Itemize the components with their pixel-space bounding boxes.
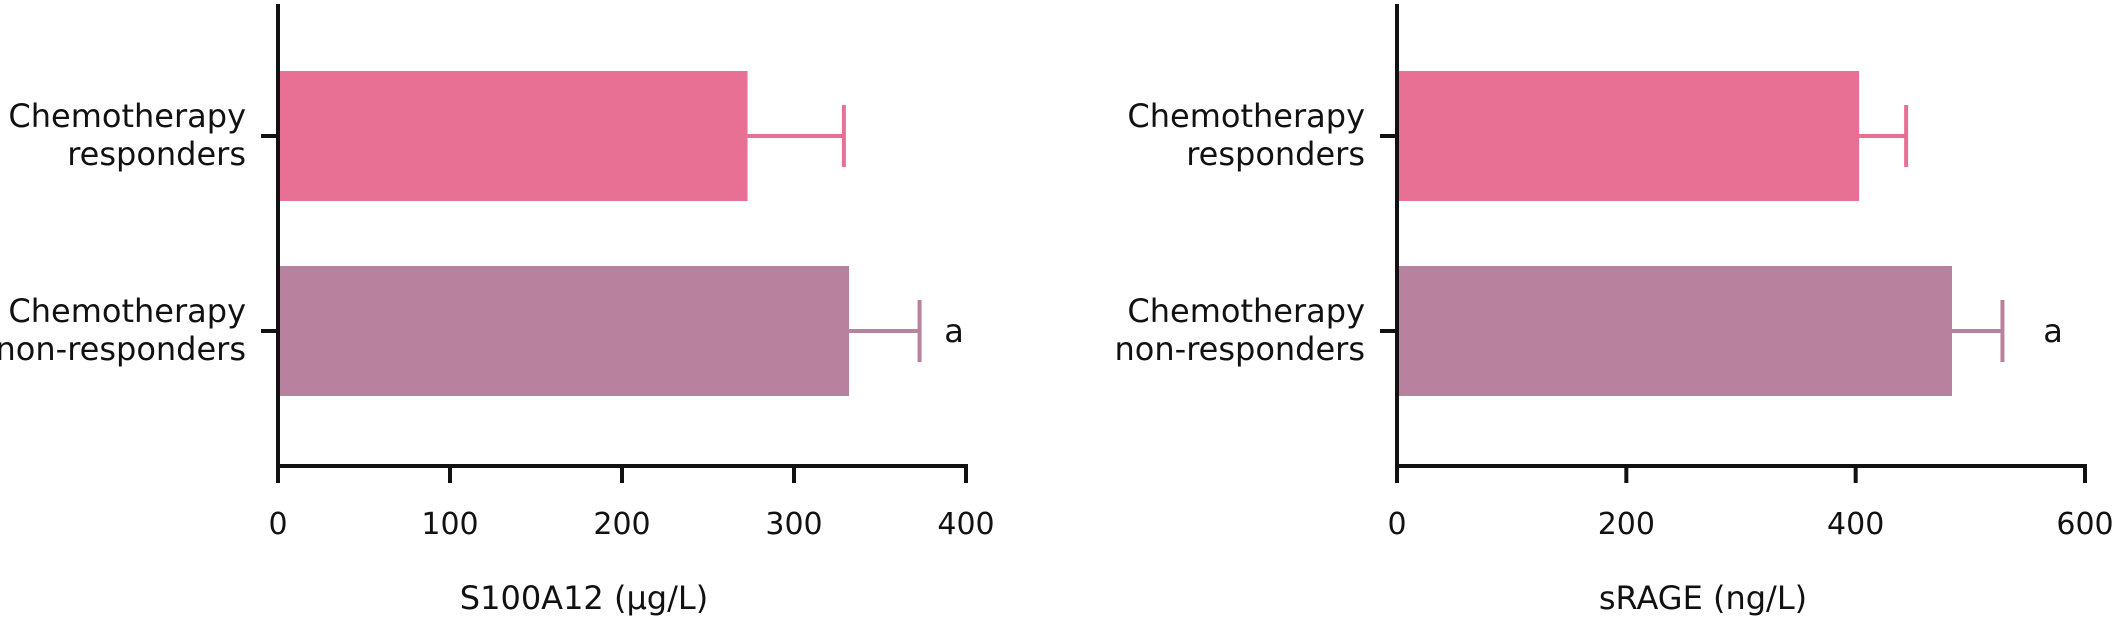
x-tick-label: 300 [765,507,822,542]
x-tick-label: 0 [1387,507,1406,542]
x-tick-label: 600 [2056,507,2113,542]
bar-responders [278,71,748,201]
x-axis-title: sRAGE (ng/L) [1599,579,1807,617]
bar-non-responders [1397,266,1952,396]
x-tick-label: 200 [593,507,650,542]
category-label: Chemotherapy non-responders [0,292,246,368]
error-bar [747,105,846,167]
x-tick-label: 200 [1598,507,1655,542]
error-bar [849,300,922,362]
category-label: Chemotherapy responders [1127,97,1365,173]
category-label: Chemotherapy responders [8,97,246,173]
error-bar [1859,105,1909,167]
x-tick-label: 0 [268,507,287,542]
bar-responders [1397,71,1860,201]
chart-panel-s100a12: Chemotherapy responders a Chemotherapy non-r… [0,4,995,617]
x-tick-label: 400 [1827,507,1884,542]
error-bar [1951,300,2005,362]
chart-panel-srage: Chemotherapy responders a Chemotherapy non-r… [1115,4,2114,617]
category-label: Chemotherapy non-responders [1115,292,1366,368]
significance-label: a [2043,312,2063,350]
x-tick-label: 400 [937,507,994,542]
x-tick-label: 100 [421,507,478,542]
significance-label: a [944,312,964,350]
x-axis-title: S100A12 (μg/L) [460,579,708,617]
bar-non-responders [278,266,850,396]
